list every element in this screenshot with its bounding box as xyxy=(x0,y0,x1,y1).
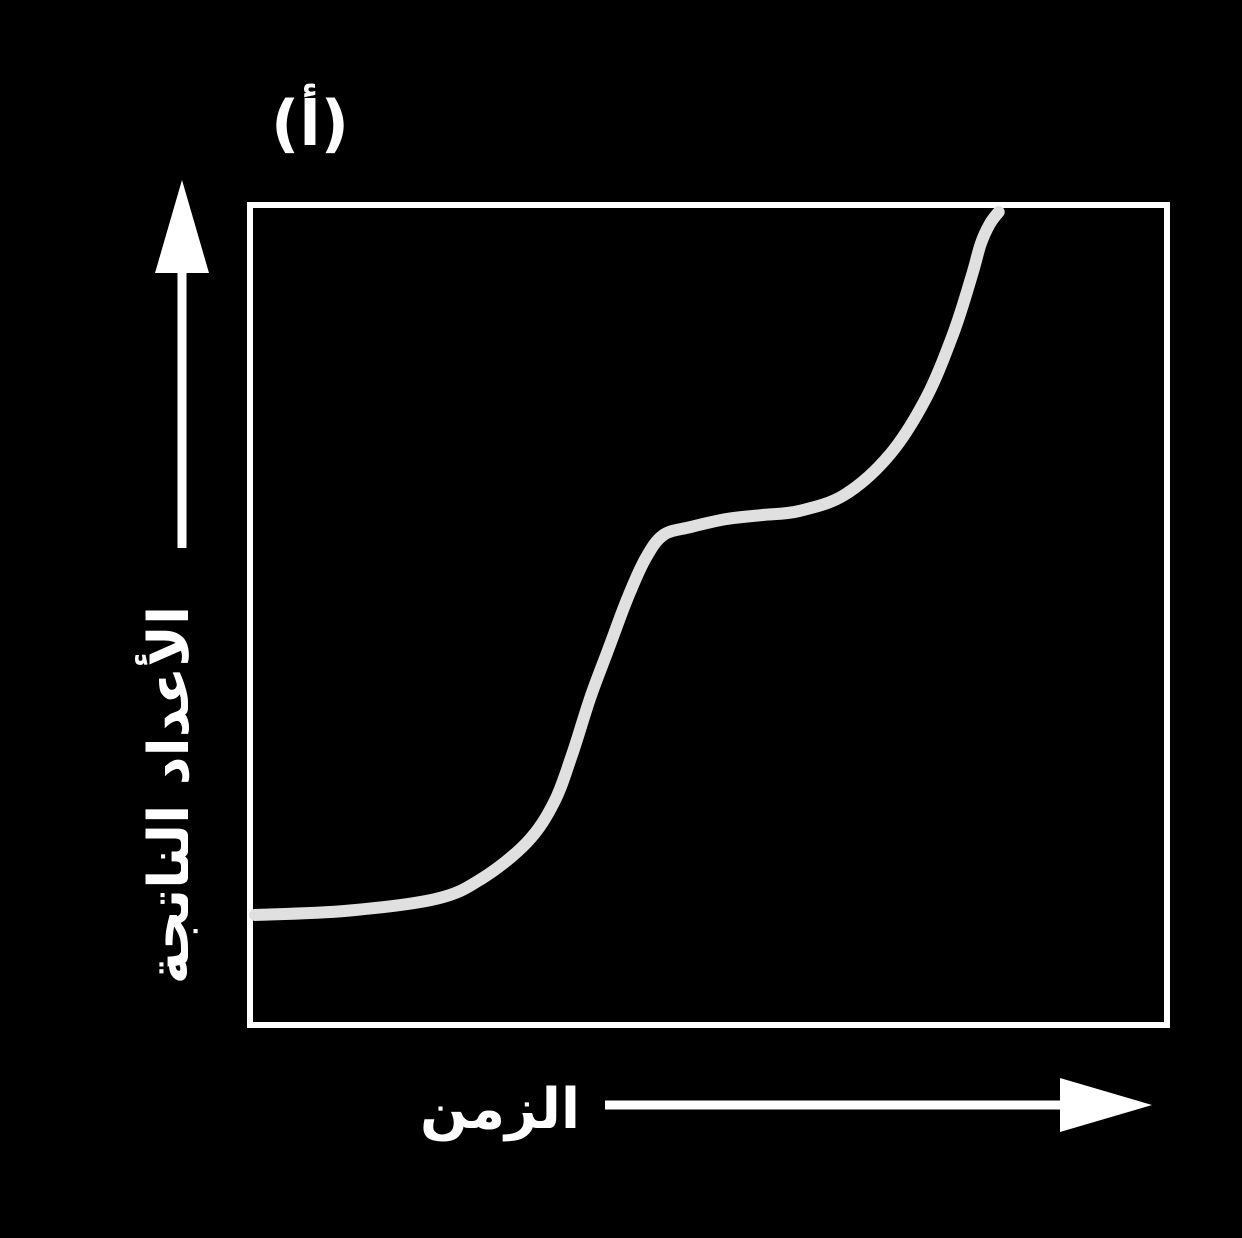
y-axis-arrow xyxy=(155,180,209,548)
x-axis-arrow xyxy=(605,1078,1152,1132)
plot-frame xyxy=(247,202,1170,1028)
x-axis-label: الزمن xyxy=(420,1077,580,1142)
series-line xyxy=(249,206,1005,921)
panel-label: (أ) xyxy=(271,83,349,160)
y-axis-label: الأعداد الناتجة xyxy=(134,606,202,984)
